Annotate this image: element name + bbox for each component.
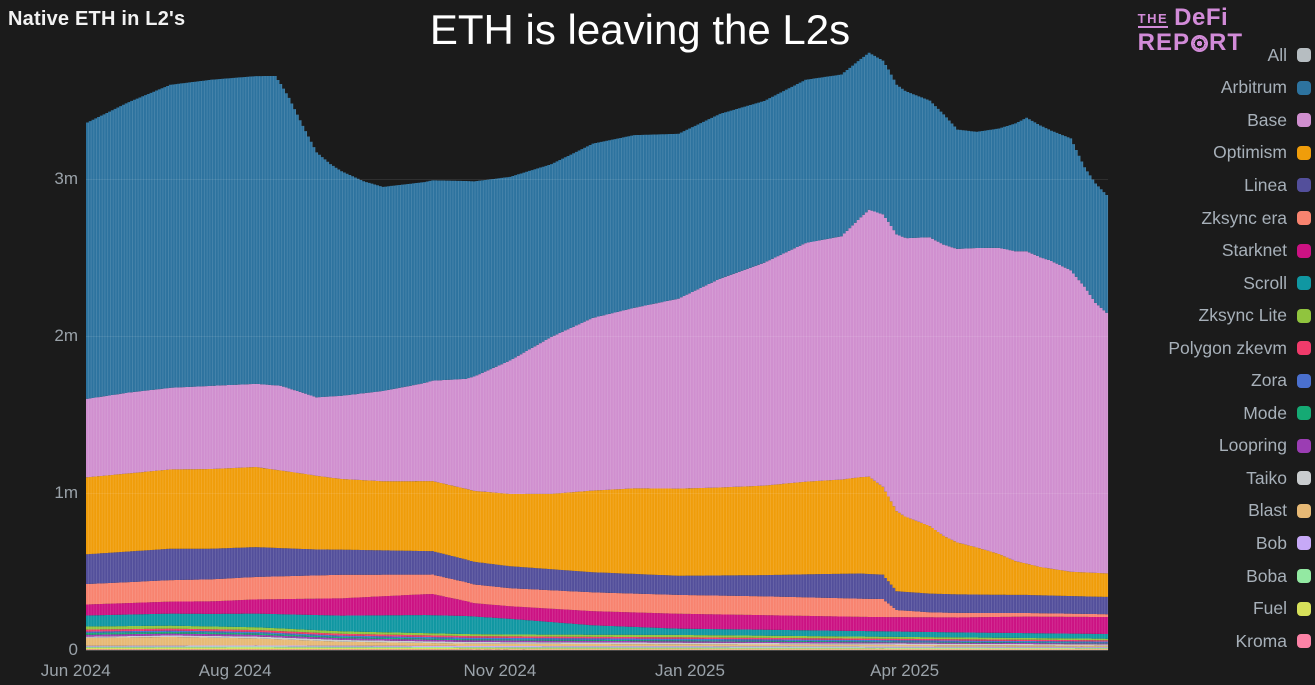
logo-rep-text: REP [1137,29,1190,56]
legend-item-blast[interactable]: Blast [1168,495,1311,528]
legend-item-kroma[interactable]: Kroma [1168,625,1311,658]
legend-swatch-optimism [1297,145,1311,160]
series-bars-zora[interactable] [86,630,1109,643]
legend-label-linea: Linea [1244,174,1287,195]
series-bars-base[interactable] [86,209,1109,574]
series-bars-kroma[interactable] [86,649,1109,650]
legend-label-bob: Bob [1255,532,1287,553]
legend-swatch-zksync-lite [1297,308,1311,323]
page-title: ETH is leaving the L2s [429,6,851,53]
legend-item-linea[interactable]: Linea [1168,169,1311,202]
x-axis-tick-jun-2024: Jun 2024 [40,661,111,680]
legend-swatch-starknet [1297,243,1311,258]
legend-item-zksync-era[interactable]: Zksync era [1168,202,1311,235]
legend-swatch-boba [1297,569,1311,584]
legend-item-loopring[interactable]: Loopring [1168,430,1311,463]
legend-label-kroma: Kroma [1235,630,1287,651]
x-axis-tick-apr-2025: Apr 2025 [870,661,940,680]
logo-line-1: THE DeFi [1137,4,1243,31]
legend-item-taiko[interactable]: Taiko [1168,462,1311,495]
legend-item-base[interactable]: Base [1168,104,1311,137]
logo-report-label: REP RT [1138,31,1243,55]
series-bars-linea[interactable] [86,547,1109,615]
legend-item-mode[interactable]: Mode [1168,397,1311,430]
legend-label-boba: Boba [1246,565,1287,586]
legend-swatch-blast [1297,503,1311,518]
series-bars-fuel[interactable] [86,647,1109,650]
series-bars-blast[interactable] [86,636,1109,647]
legend-item-zksync-lite[interactable]: Zksync Lite [1168,299,1311,332]
legend-label-zora: Zora [1251,370,1287,391]
legend-swatch-zora [1297,373,1311,388]
legend-label-optimism: Optimism [1213,142,1287,163]
legend-item-all[interactable]: All [1168,39,1311,72]
y-axis-tick-2m: 2m [54,326,78,345]
legend-swatch-kroma [1297,634,1311,649]
series-bars-boba[interactable] [86,646,1109,649]
legend-swatch-polygon-zkevm [1297,341,1311,356]
legend-label-base: Base [1247,109,1287,130]
legend-swatch-fuel [1297,601,1311,616]
legend-swatch-all [1297,48,1311,63]
legend-swatch-taiko [1297,471,1311,486]
series-bars-zksync-era[interactable] [86,574,1109,618]
legend-item-fuel[interactable]: Fuel [1168,592,1311,625]
series-bars-zksync-lite[interactable] [86,625,1109,641]
legend-label-scroll: Scroll [1243,272,1287,293]
legend-label-blast: Blast [1248,500,1287,521]
legend-label-arbitrum: Arbitrum [1220,77,1287,98]
legend-swatch-bob [1297,536,1311,551]
legend-swatch-base [1297,113,1311,128]
defi-report-logo: THE DeFi REP RT [1137,4,1243,55]
legend-label-loopring: Loopring [1218,435,1287,456]
legend-label-taiko: Taiko [1246,467,1287,488]
legend-label-polygon-zkevm: Polygon zkevm [1168,337,1287,358]
legend-swatch-scroll [1297,276,1311,291]
legend-label-all: All [1267,44,1287,65]
legend-label-starknet: Starknet [1221,240,1287,261]
chart-title-label: Native ETH in L2's [8,8,186,30]
legend-item-zora[interactable]: Zora [1168,364,1311,397]
bullseye-icon [1191,34,1208,52]
legend-swatch-linea [1297,178,1311,193]
y-axis-tick-0: 0 [68,640,78,659]
legend-label-zksync-era: Zksync era [1201,207,1287,228]
series-bars-polygon-zkevm[interactable] [86,628,1109,642]
series-bars-mode[interactable] [86,631,1109,644]
logo-defi-label: DeFi [1174,4,1229,31]
legend-label-mode: Mode [1243,402,1287,423]
legend-item-bob[interactable]: Bob [1168,527,1311,560]
legend-label-zksync-lite: Zksync Lite [1198,305,1288,326]
legend-item-polygon-zkevm[interactable]: Polygon zkevm [1168,332,1311,365]
legend-swatch-loopring [1297,438,1311,453]
legend-swatch-mode [1297,406,1311,421]
legend-item-arbitrum[interactable]: Arbitrum [1168,72,1311,105]
legend-item-scroll[interactable]: Scroll [1168,267,1311,300]
legend-label-fuel: Fuel [1252,598,1287,619]
logo-rt-text: RT [1209,29,1243,56]
legend: All Arbitrum Base Optimism Linea Zksync era St… [1168,39,1311,657]
logo-the-label: THE [1137,11,1169,28]
x-axis-tick-aug-2024: Aug 2024 [198,661,272,680]
y-axis-tick-3m: 3m [54,169,78,188]
x-axis-tick-jan-2025: Jan 2025 [655,661,725,680]
series-bars-scroll[interactable] [86,613,1109,639]
series-bars-starknet[interactable] [86,594,1109,634]
series-bars-arbitrum[interactable] [86,52,1109,399]
series-bars-bob[interactable] [86,645,1109,648]
legend-swatch-arbitrum [1297,80,1311,95]
series-bars-loopring[interactable] [86,633,1109,645]
legend-item-starknet[interactable]: Starknet [1168,234,1311,267]
series-bars-taiko[interactable] [86,635,1109,646]
legend-item-boba[interactable]: Boba [1168,560,1311,593]
legend-item-optimism[interactable]: Optimism [1168,137,1311,170]
series-bars-optimism[interactable] [86,467,1109,597]
y-axis-tick-1m: 1m [54,483,78,502]
legend-swatch-zksync-era [1297,211,1311,225]
x-axis-tick-nov-2024: Nov 2024 [463,661,537,680]
